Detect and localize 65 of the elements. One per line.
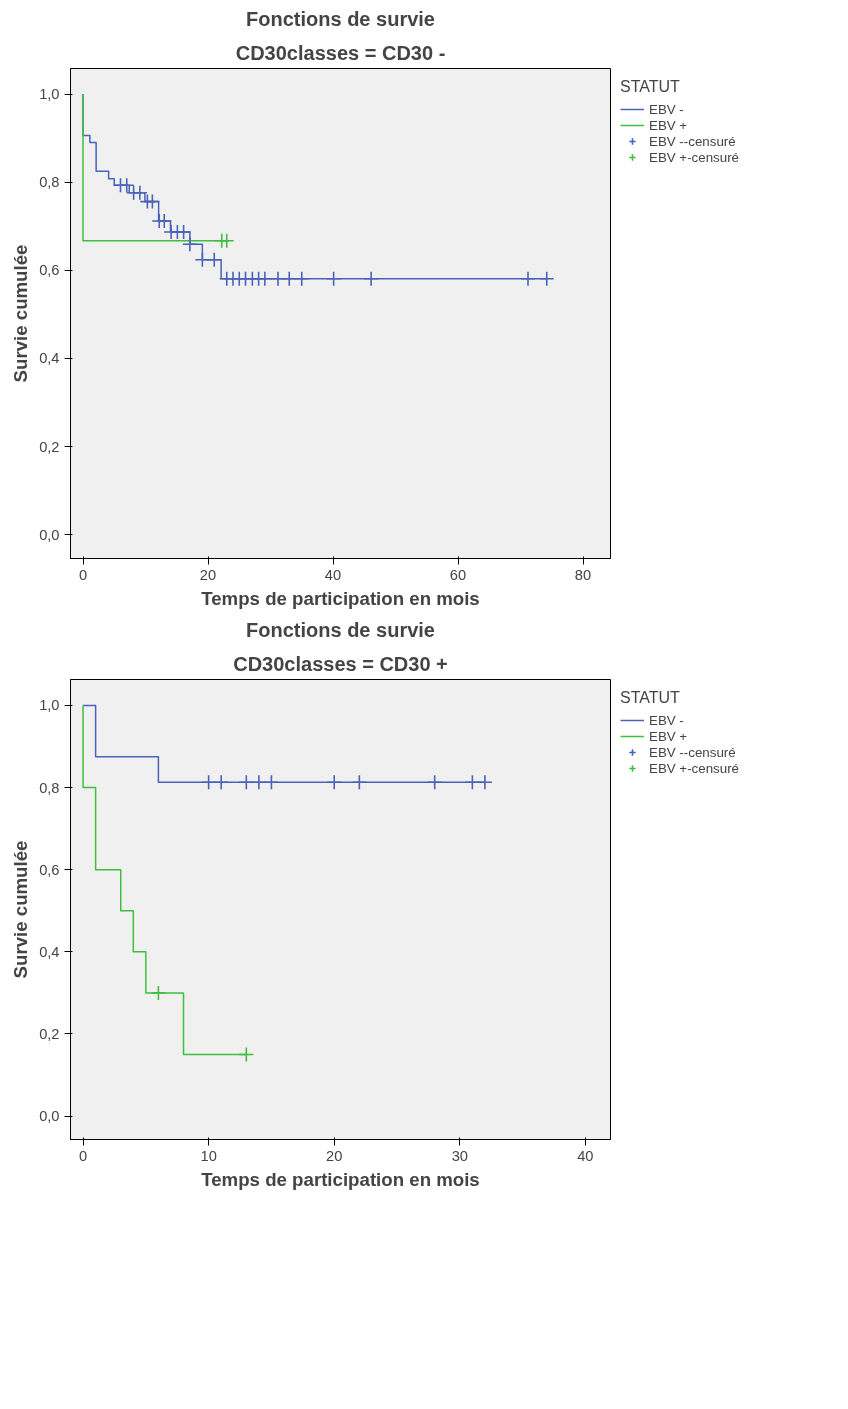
- point: [132, 184, 148, 201]
- x-tick-label: 20: [199, 566, 217, 583]
- x-tick-label: 30: [451, 1147, 468, 1164]
- x-tick-label: 0: [78, 566, 88, 583]
- point: [477, 774, 493, 790]
- legend-title: STATUT: [620, 78, 681, 96]
- chart-title: Fonctions de survie: [246, 7, 435, 30]
- point: [156, 213, 173, 229]
- legend-label: EBV --censuré: [649, 744, 736, 760]
- point: [257, 270, 273, 287]
- legend-label: EBV -: [649, 712, 684, 728]
- y-axis-title: Survie cumulée: [10, 244, 32, 383]
- y-axis-title: Survie cumulée: [10, 840, 32, 979]
- chart-subtitle: CD30classes = CD30 -: [235, 41, 446, 64]
- y-tick-label: 0,2: [39, 1025, 60, 1042]
- x-tick-label: 40: [577, 1147, 594, 1164]
- legend-title: STATUT: [620, 689, 681, 707]
- y-tick-label: 1,0: [39, 86, 60, 103]
- point: [206, 251, 223, 268]
- y-tick-label: 0,6: [39, 262, 60, 279]
- point: [464, 774, 481, 790]
- x-tick-label: 0: [78, 1147, 88, 1164]
- legend-label: EBV +-censuré: [649, 149, 740, 165]
- x-axis-title: Temps de participation en mois: [201, 587, 480, 609]
- y-tick-label: 0,6: [39, 861, 60, 878]
- x-tick-label: 20: [326, 1147, 343, 1164]
- chart-title: Fonctions de survie: [246, 618, 435, 641]
- point: [213, 774, 229, 790]
- point: [251, 774, 267, 790]
- legend-label: EBV +: [649, 117, 688, 133]
- y-tick-label: 0,4: [39, 350, 60, 367]
- y-tick-label: 0,4: [39, 943, 60, 960]
- y-tick-label: 0,8: [39, 174, 60, 191]
- point: [326, 774, 343, 790]
- point: [325, 270, 342, 287]
- x-tick-label: 40: [324, 566, 342, 583]
- point: [281, 270, 298, 287]
- y-tick-label: 1,0: [39, 697, 60, 714]
- legend-label: EBV -: [649, 101, 684, 117]
- point: [363, 270, 379, 287]
- y-tick-label: 0,2: [39, 438, 60, 455]
- y-tick-label: 0,0: [39, 526, 60, 543]
- x-tick-label: 80: [574, 566, 592, 583]
- point: [200, 774, 217, 790]
- point: [182, 236, 198, 253]
- point: [218, 232, 235, 249]
- point: [351, 774, 368, 790]
- legend-label: EBV +-censuré: [649, 760, 740, 776]
- point: [150, 985, 167, 1001]
- legend-label: EBV --censuré: [649, 133, 736, 149]
- point: [520, 270, 536, 287]
- point: [263, 774, 280, 790]
- point: [144, 193, 161, 210]
- chart-subtitle: CD30classes = CD30 +: [233, 652, 448, 675]
- y-tick-label: 0,0: [39, 1108, 60, 1125]
- point: [293, 270, 310, 287]
- x-tick-label: 60: [449, 566, 467, 583]
- y-tick-label: 0,8: [39, 779, 60, 796]
- point: [238, 1046, 255, 1063]
- legend-label: EBV +: [649, 728, 688, 744]
- x-tick-label: 10: [200, 1147, 217, 1164]
- point: [426, 774, 443, 790]
- point: [538, 270, 555, 287]
- point: [238, 774, 255, 790]
- x-axis-title: Temps de participation en mois: [201, 1168, 480, 1190]
